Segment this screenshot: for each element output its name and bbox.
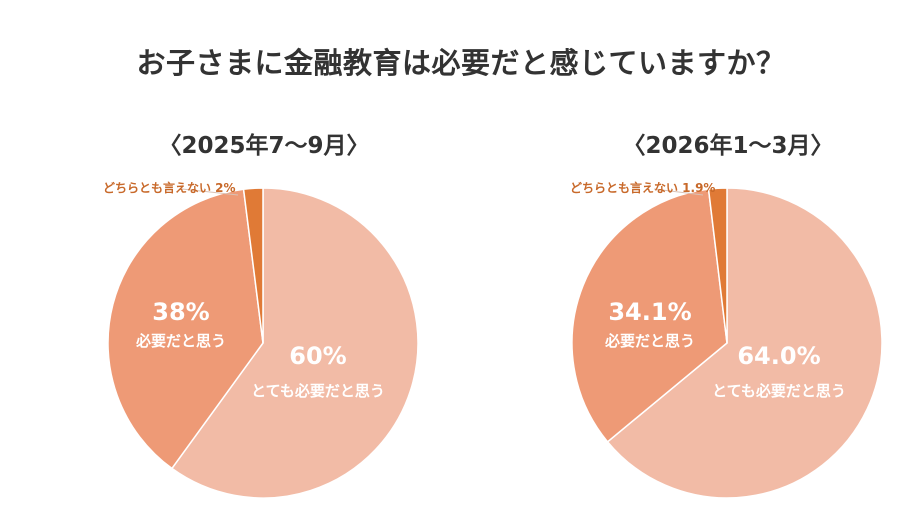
pie-0-category-label-0: とても必要だと思う xyxy=(251,382,385,400)
pie-1-category-label-0: とても必要だと思う xyxy=(712,382,846,400)
pie-1-label-2: どちらとも言えない 1.9% xyxy=(570,180,715,195)
pie-1-value-label-1: 34.1% xyxy=(608,298,691,326)
pie-title-2026: 〈2026年1〜3月〉 xyxy=(622,133,834,159)
pie-0-category-label-1: 必要だと思う xyxy=(135,332,226,350)
pie-1-leader-line xyxy=(653,188,704,196)
pie-title-2025: 〈2025年7〜9月〉 xyxy=(158,133,370,159)
pie-1-slice-0 xyxy=(606,187,883,499)
pie-0-leader-line xyxy=(181,188,239,196)
pie-1-slice-1 xyxy=(571,188,728,443)
pie-0-slice-2 xyxy=(242,187,264,344)
chart-main-title: お子さまに金融教育は必要だと感じていますか？ xyxy=(136,46,786,80)
pie-0-slice-0 xyxy=(170,187,419,499)
pie-0-value-label-1: 38% xyxy=(152,298,209,326)
pie-1-value-label-0: 64.0% xyxy=(737,342,820,370)
pie-0-value-label-0: 60% xyxy=(289,342,346,370)
pie-0-label-2: どちらとも言えない 2% xyxy=(103,180,236,195)
pie-1-slice-2 xyxy=(707,187,728,344)
pie-0-slice-1 xyxy=(107,188,264,470)
pie-1-category-label-1: 必要だと思う xyxy=(604,332,695,350)
